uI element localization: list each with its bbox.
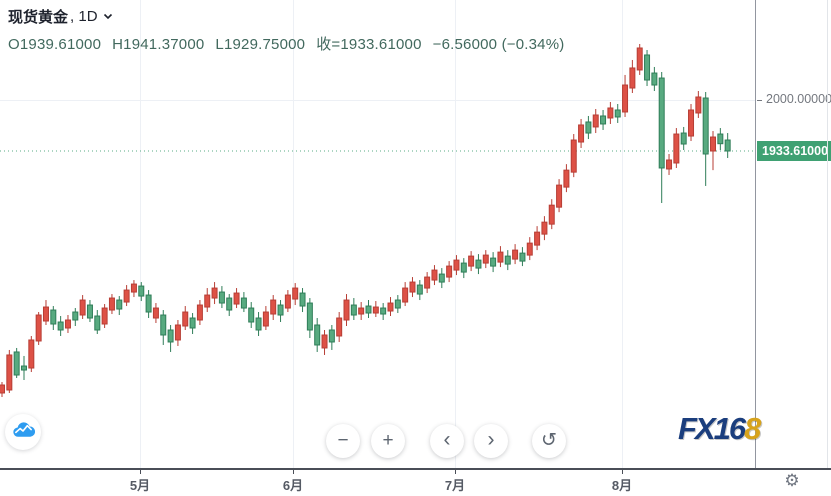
reset-icon: ↺	[541, 430, 557, 451]
pan-left-button[interactable]: ‹	[430, 424, 464, 458]
minus-icon: −	[337, 430, 349, 451]
close-value: 收=1933.61000	[316, 36, 422, 53]
time-axis[interactable]: 5月 6月 7月 8月	[0, 468, 831, 496]
change-value: −6.56000 (−0.34%)	[432, 36, 565, 53]
plus-icon: +	[382, 430, 394, 451]
time-axis-label: 6月	[282, 478, 304, 493]
candles-canvas	[0, 0, 755, 468]
chart-legend: 现货黄金, 1D O1939.61000 H1941.37000 L1929.750…	[8, 6, 564, 54]
zoom-in-button[interactable]: +	[371, 424, 405, 458]
low-value: L1929.75000	[215, 36, 306, 53]
symbol-row[interactable]: 现货黄金, 1D	[8, 6, 564, 26]
time-tick	[622, 470, 623, 474]
logo-text-blue: FX16	[678, 411, 746, 446]
symbol-name: 现货黄金	[8, 8, 69, 26]
time-tick	[293, 470, 294, 474]
price-axis-label: 2000.00000	[766, 92, 831, 106]
time-tick	[455, 470, 456, 474]
ohlc-readout: O1939.61000 H1941.37000 L1929.75000 收=1933.…	[8, 33, 564, 54]
interval-label: , 1D	[70, 7, 98, 25]
time-axis-label: 5月	[129, 478, 151, 493]
chevron-down-icon[interactable]	[103, 13, 113, 20]
price-tick	[757, 100, 762, 101]
cloud-chart-icon	[12, 421, 35, 443]
reset-view-button[interactable]: ↺	[532, 424, 566, 458]
chevron-left-icon: ‹	[443, 428, 451, 451]
settings-gear-button[interactable]: ⚙	[780, 469, 804, 493]
chevron-right-icon: ›	[487, 428, 495, 451]
fx168-logo: FX168	[678, 411, 761, 447]
watchlist-fab[interactable]	[5, 414, 41, 450]
time-axis-label: 8月	[611, 478, 633, 493]
logo-text-gold: 8	[744, 411, 761, 446]
price-axis[interactable]: 2000.00000 1933.61000	[755, 0, 831, 468]
pan-right-button[interactable]: ›	[474, 424, 508, 458]
time-tick	[140, 470, 141, 474]
axis-edge-divider	[827, 0, 828, 468]
high-value: H1941.37000	[112, 36, 205, 53]
zoom-out-button[interactable]: −	[326, 424, 360, 458]
gear-icon: ⚙	[784, 471, 800, 491]
open-value: O1939.61000	[8, 36, 102, 53]
candlestick-chart[interactable]	[0, 0, 755, 468]
time-axis-label: 7月	[444, 478, 466, 493]
current-price-badge: 1933.61000	[757, 141, 831, 161]
